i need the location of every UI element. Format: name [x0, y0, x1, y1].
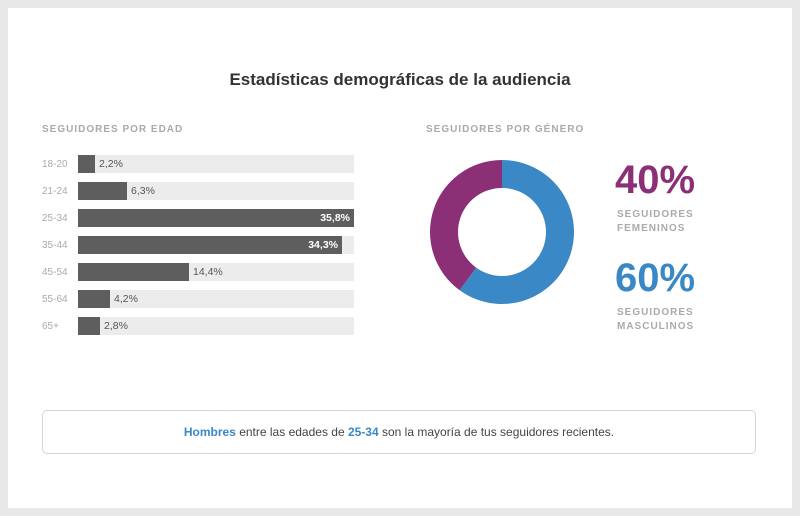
age-bar [78, 290, 110, 308]
bar-value-label: 4,2% [114, 293, 138, 305]
age-category-label: 55-64 [42, 294, 68, 305]
summary-highlight-gender: Hombres [183, 425, 236, 439]
female-description: SEGUIDORES FEMENINOS [617, 208, 757, 236]
page-title: Estadísticas demográficas de la audienci… [229, 70, 571, 89]
bar-value-label: 2,8% [104, 320, 128, 332]
age-bar [78, 317, 100, 335]
bar-track: 2,8% [78, 317, 354, 335]
bar-value-label: 6,3% [131, 185, 155, 197]
male-desc-line1: SEGUIDORES [617, 307, 694, 318]
gender-donut-chart [430, 160, 574, 304]
summary-text-end: son la mayoría de tus seguidores recient… [378, 425, 615, 439]
summary-text-middle: entre las edades de [235, 425, 348, 439]
age-category-label: 21-24 [42, 186, 68, 197]
bar-track: 2,2% [78, 155, 354, 173]
female-desc-line2: FEMENINOS [617, 223, 686, 234]
age-bar [78, 263, 189, 281]
age-section-label: SEGUIDORES POR EDAD [42, 124, 184, 135]
donut-slice-female [430, 160, 502, 291]
bar-track: 6,3% [78, 182, 354, 200]
bar-value-label: 2,2% [99, 158, 123, 170]
male-description: SEGUIDORES MASCULINOS [617, 306, 757, 334]
age-bar [78, 155, 95, 173]
male-percent: 60% [615, 256, 696, 300]
donut-slice-male [459, 160, 574, 304]
age-category-label: 45-54 [42, 267, 68, 278]
bar-track: 4,2% [78, 290, 354, 308]
bar-value-label: 14,4% [193, 266, 223, 278]
bar-track: 34,3% [78, 236, 354, 254]
summary-box: Hombres entre las edades de 25-34 son la… [42, 410, 756, 454]
bar-value-label: 35,8% [320, 212, 350, 224]
bar-track: 14,4% [78, 263, 354, 281]
female-desc-line1: SEGUIDORES [617, 209, 694, 220]
gender-section-label: SEGUIDORES POR GÉNERO [426, 124, 585, 135]
summary-highlight-age: 25-34 [347, 425, 379, 439]
age-bar [78, 236, 342, 254]
bar-track: 35,8% [78, 209, 354, 227]
age-category-label: 65+ [42, 321, 59, 332]
age-category-label: 35-44 [42, 240, 68, 251]
demographics-card: Estadísticas demográficas de la audienci… [8, 8, 792, 508]
age-bar [78, 182, 127, 200]
age-bar [78, 209, 354, 227]
bar-value-label: 34,3% [308, 239, 338, 251]
female-percent: 40% [615, 158, 696, 202]
male-desc-line2: MASCULINOS [617, 321, 695, 332]
age-category-label: 25-34 [42, 213, 68, 224]
age-category-label: 18-20 [42, 159, 68, 170]
